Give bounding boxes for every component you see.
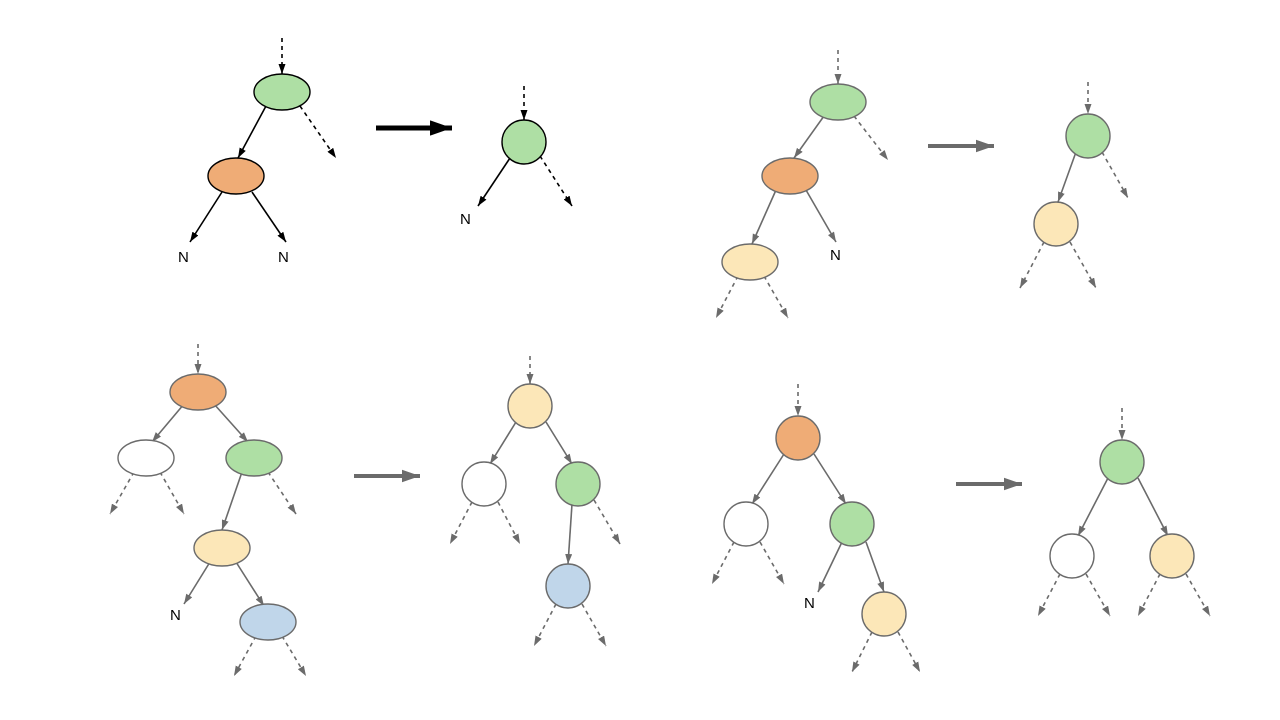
edge-arrow	[282, 636, 306, 676]
node-green	[810, 84, 866, 120]
leaf-label-n: N	[178, 249, 189, 266]
edge-arrow	[898, 632, 920, 672]
node-green	[254, 74, 310, 110]
edge-arrow	[1078, 478, 1108, 536]
edge-arrow	[1186, 574, 1210, 616]
edge-arrow	[222, 472, 242, 530]
panel-p2-after	[1020, 82, 1128, 288]
edge-arrow	[450, 502, 472, 544]
edge-arrow	[1138, 574, 1160, 616]
panel-p4-after	[1038, 408, 1210, 616]
edge-arrow	[794, 116, 824, 158]
node-orange	[170, 374, 226, 410]
edge-arrow	[594, 500, 620, 544]
edge-arrow	[300, 106, 336, 158]
edge-arrow	[534, 604, 556, 646]
node-orange	[776, 416, 820, 460]
node-cream	[1034, 202, 1078, 246]
node-green	[556, 462, 600, 506]
edge-arrow	[490, 422, 516, 464]
edge-arrow	[214, 404, 248, 442]
edge-arrow	[1102, 152, 1128, 198]
node-green	[1100, 440, 1144, 484]
edge-arrow	[268, 472, 296, 514]
edge-arrow	[1086, 574, 1110, 616]
edge-arrow	[110, 472, 134, 514]
edge-arrow	[712, 542, 734, 584]
edge-arrow	[190, 192, 222, 242]
edge-arrow	[546, 422, 572, 464]
node-orange	[208, 158, 264, 194]
edge-arrow	[1058, 152, 1076, 202]
node-white	[462, 462, 506, 506]
edge-arrow	[1070, 242, 1096, 288]
edge-arrow	[760, 542, 784, 584]
node-blue	[546, 564, 590, 608]
node-cream	[862, 592, 906, 636]
edge-arrow	[160, 472, 184, 514]
panel-p3-before: N	[110, 344, 306, 676]
panel-p2-before: N	[716, 50, 888, 318]
edge-arrow	[806, 190, 836, 242]
edge-arrow	[582, 604, 606, 646]
node-green	[1066, 114, 1110, 158]
edge-arrow	[234, 636, 256, 676]
edge-arrow	[752, 454, 784, 504]
edge-arrow	[498, 502, 520, 544]
edge-arrow	[540, 156, 572, 206]
leaf-label-n: N	[170, 607, 181, 624]
node-cream	[508, 384, 552, 428]
edge-arrow	[1020, 242, 1044, 288]
node-white	[118, 440, 174, 476]
edge-arrow	[478, 158, 510, 206]
edge-arrow	[238, 106, 266, 158]
node-white	[1050, 534, 1094, 578]
edge-arrow	[866, 542, 884, 592]
leaf-label-n: N	[460, 211, 471, 228]
panel-p3-after	[450, 356, 620, 646]
edge-arrow	[854, 116, 888, 160]
edge-arrow	[184, 562, 210, 604]
edge-arrow	[852, 632, 872, 672]
node-green	[226, 440, 282, 476]
edge-arrow	[716, 276, 738, 318]
tree-transforms-diagram: NNNNNN	[0, 0, 1280, 720]
panel-p1-before: NN	[178, 38, 336, 266]
edge-arrow	[764, 276, 788, 318]
edge-arrow	[1138, 478, 1168, 536]
node-green	[502, 120, 546, 164]
edge-arrow	[152, 404, 184, 442]
edge-arrow	[568, 504, 572, 564]
node-blue	[240, 604, 296, 640]
leaf-label-n: N	[804, 595, 815, 612]
node-cream	[722, 244, 778, 280]
node-white	[724, 502, 768, 546]
edge-arrow	[752, 190, 776, 244]
edge-arrow	[236, 562, 264, 606]
edge-arrow	[252, 192, 286, 242]
panel-p4-before: N	[712, 384, 920, 672]
edge-arrow	[818, 542, 842, 592]
edge-arrow	[1038, 574, 1060, 616]
leaf-label-n: N	[830, 247, 841, 264]
node-green	[830, 502, 874, 546]
edge-arrow	[814, 454, 846, 504]
leaf-label-n: N	[278, 249, 289, 266]
panel-p1-after: N	[460, 86, 572, 228]
node-cream	[1150, 534, 1194, 578]
node-orange	[762, 158, 818, 194]
node-cream	[194, 530, 250, 566]
